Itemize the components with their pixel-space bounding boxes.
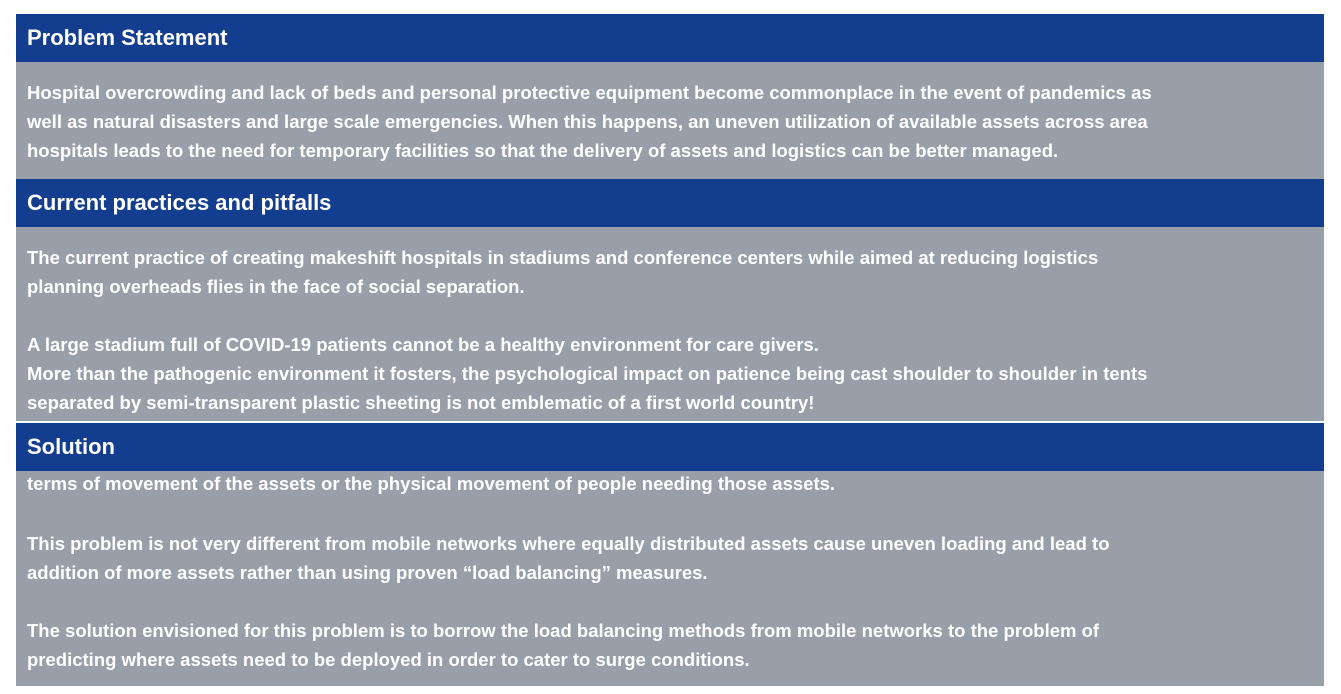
paragraph-line: More than the pathogenic environment it … xyxy=(27,363,1148,384)
paragraph-line: addition of more assets rather than usin… xyxy=(27,562,708,583)
section-title: Solution xyxy=(27,434,115,459)
section-header-solution: Solution xyxy=(16,423,1324,471)
section-divider xyxy=(16,421,1324,423)
paragraph-gap xyxy=(27,301,1312,330)
section-body-problem-statement: Hospital overcrowding and lack of beds a… xyxy=(16,62,1324,179)
paragraph-line: planning overheads flies in the face of … xyxy=(27,276,525,297)
section-body-solution: terms of movement of the assets or the p… xyxy=(16,471,1324,686)
section-title: Problem Statement xyxy=(27,25,228,50)
paragraph-gap xyxy=(27,496,1312,529)
section-body-current-practices: The current practice of creating makeshi… xyxy=(16,227,1324,421)
paragraph-line: well as natural disasters and large scal… xyxy=(27,111,1148,132)
paragraph-line: The solution envisioned for this problem… xyxy=(27,620,1100,641)
paragraph-line: The current practice of creating makeshi… xyxy=(27,247,1099,268)
paragraph-line: separated by semi-transparent plastic sh… xyxy=(27,392,815,413)
paragraph-line: terms of movement of the assets or the p… xyxy=(27,473,836,494)
paragraph-line: Hospital overcrowding and lack of beds a… xyxy=(27,82,1152,103)
section-title: Current practices and pitfalls xyxy=(27,190,332,215)
paragraph-line: predicting where assets need to be deplo… xyxy=(27,649,750,670)
paragraph-line: This problem is not very different from … xyxy=(27,533,1110,554)
section-header-problem-statement: Problem Statement xyxy=(16,14,1324,62)
paragraph-gap xyxy=(27,587,1312,616)
section-header-current-practices: Current practices and pitfalls xyxy=(16,179,1324,227)
paragraph-line: A large stadium full of COVID-19 patient… xyxy=(27,334,819,355)
document: Problem Statement Hospital overcrowding … xyxy=(16,14,1324,686)
paragraph-line: hospitals leads to the need for temporar… xyxy=(27,140,1059,161)
